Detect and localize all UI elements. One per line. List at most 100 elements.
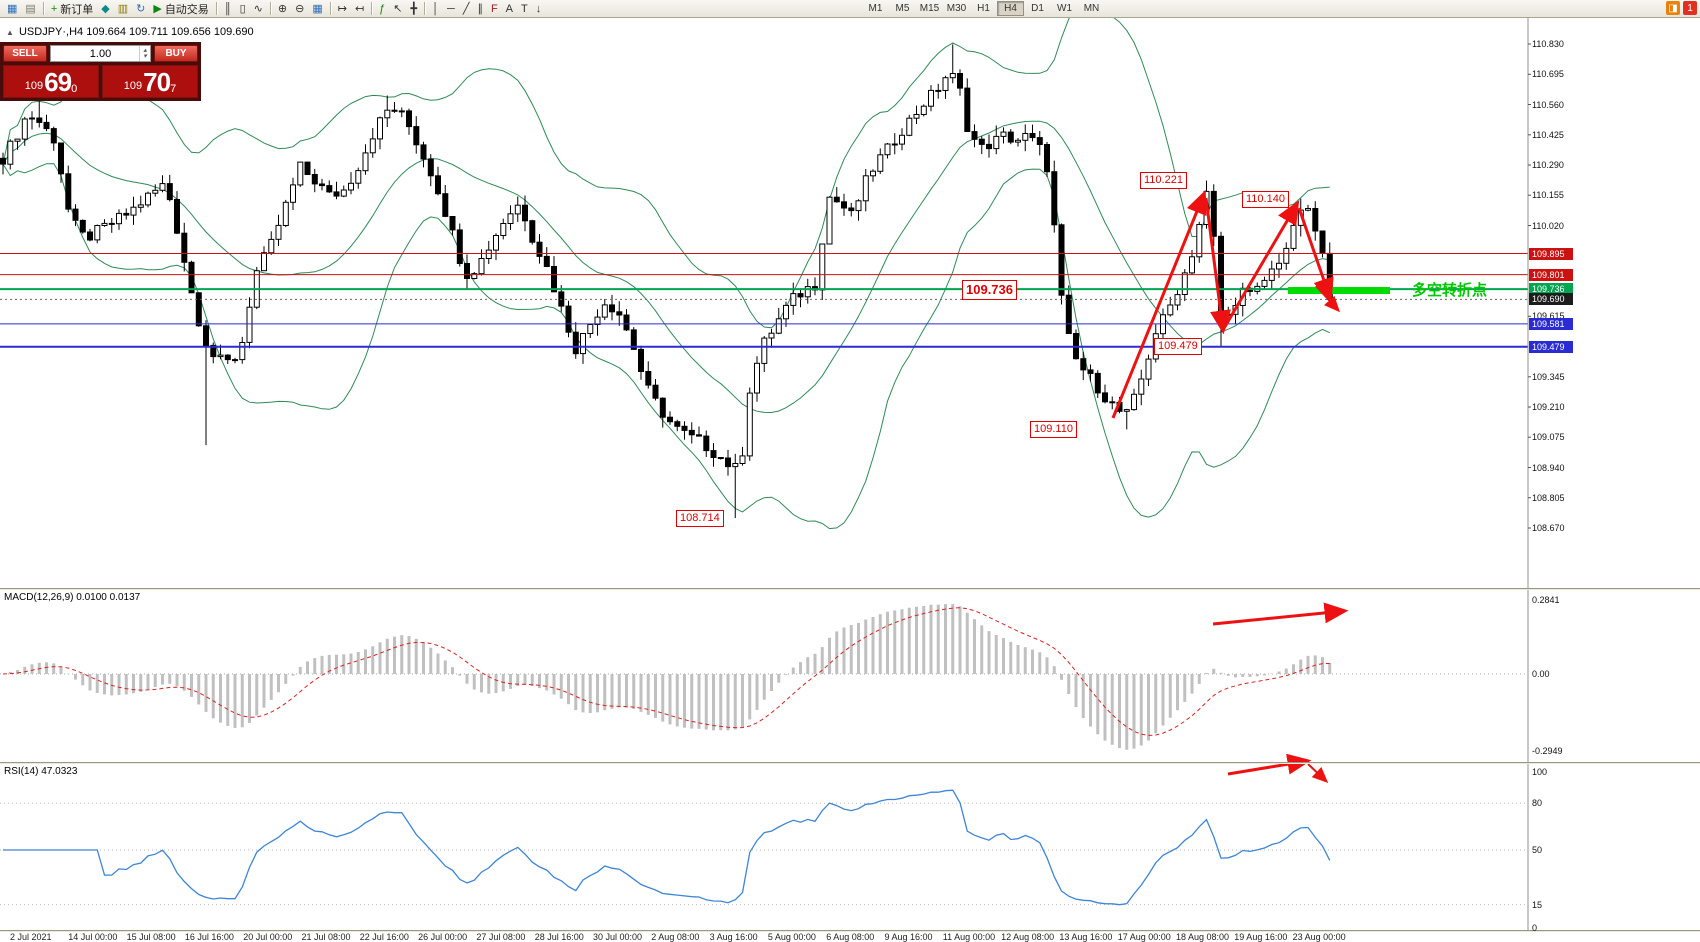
auto-scroll-button[interactable]: ↦ — [334, 1, 351, 17]
data-window-icon: ▥ — [117, 2, 129, 15]
crosshair-button[interactable]: ╋ — [407, 1, 422, 17]
data-window-button[interactable]: ▥ — [114, 1, 132, 17]
macd-indicator-title: MACD(12,26,9) 0.0100 0.0137 — [4, 592, 141, 603]
auto-trading-button[interactable]: ▶ 自动交易 — [149, 1, 212, 17]
macd-signal-line — [2, 607, 1330, 736]
channel-button[interactable]: ∥ — [473, 1, 487, 17]
buy-price-display[interactable]: 109 70 7 — [102, 65, 198, 98]
symbol-ohlc-text: USDJPY·,H4 109.664 109.711 109.656 109.6… — [18, 26, 254, 38]
trend-arrow-3[interactable] — [1221, 200, 1300, 331]
turning-point-annotation[interactable]: 多空转折点 — [1412, 282, 1488, 299]
toolbar-separator — [42, 2, 44, 15]
line-chart-mode-button[interactable]: ∿ — [250, 1, 267, 17]
navigator-refresh-button[interactable]: ↻ — [132, 1, 149, 17]
timeframe-m1-button[interactable]: M1 — [868, 3, 883, 14]
chart-shift-button[interactable]: ↤ — [351, 1, 368, 17]
timeframe-h1-button[interactable]: H1 — [977, 3, 990, 14]
rsi-line — [3, 789, 1331, 906]
timeframe-m30-button[interactable]: M30 — [946, 3, 967, 14]
spinner-up-icon[interactable]: ▴ — [143, 46, 147, 54]
auto-trading-icon: ▶ — [153, 2, 162, 15]
bollinger-middle-band — [2, 120, 1330, 414]
trend-arrow-6[interactable] — [1212, 602, 1349, 626]
navigator-refresh-icon: ↻ — [136, 2, 146, 15]
candlestick-mode-button[interactable]: ▯ — [236, 1, 250, 17]
tile-windows-button[interactable]: ▦ — [308, 1, 326, 17]
price-annotation-110.221[interactable]: 110.221 — [1140, 172, 1187, 189]
zoom-out-button[interactable]: ⊖ — [291, 1, 308, 17]
turning-point-bar[interactable] — [1288, 287, 1390, 294]
toolbar-separator — [371, 2, 373, 15]
notification-badge[interactable]: 1 — [1683, 1, 1697, 15]
buy-price-pipette: 7 — [170, 83, 177, 95]
vertical-line-icon: │ — [432, 2, 440, 15]
horizontal-lines-layer[interactable] — [0, 253, 1528, 348]
trend-arrow-2[interactable] — [1204, 197, 1231, 335]
spinner-down-icon[interactable]: ▾ — [143, 52, 147, 60]
macd-pane[interactable] — [0, 604, 1528, 750]
auto-scroll-icon: ↦ — [337, 2, 347, 15]
text-icon: A — [505, 2, 514, 15]
trend-arrow-5[interactable] — [1315, 285, 1341, 313]
timeframe-d1-button[interactable]: D1 — [1031, 3, 1044, 14]
zoom-in-button[interactable]: ⊕ — [274, 1, 291, 17]
cursor-button[interactable]: ↖ — [389, 1, 406, 17]
timeframe-m15-button[interactable]: M15 — [919, 3, 940, 14]
timeframe-m5-button[interactable]: M5 — [895, 3, 910, 14]
price-annotation-109.110[interactable]: 109.110 — [1030, 421, 1077, 438]
price-annotation-108.714[interactable]: 108.714 — [676, 510, 724, 527]
trend-arrow-8[interactable] — [1307, 763, 1329, 784]
sell-price-pips: 69 — [44, 67, 72, 97]
label-button[interactable]: T — [517, 1, 532, 17]
label-icon: T — [521, 2, 528, 15]
main-price-pane[interactable] — [0, 0, 1528, 530]
volume-value: 1.00 — [89, 47, 112, 60]
timeframe-mn-button[interactable]: MN — [1083, 3, 1100, 14]
rsi-pane[interactable] — [0, 789, 1528, 906]
new-chart-button[interactable]: ▦ — [3, 1, 21, 17]
buy-price-bigfigure: 109 — [123, 80, 143, 92]
zoom-in-icon: ⊕ — [277, 2, 288, 15]
zoom-out-icon: ⊖ — [295, 2, 305, 15]
timeframe-h4-button[interactable]: H4 — [997, 1, 1024, 16]
macd-histogram — [8, 604, 1332, 750]
bar-chart-mode-button[interactable]: ║ — [220, 1, 236, 17]
pane-splitter-macd[interactable] — [0, 588, 1700, 590]
trendline-button[interactable]: ╱ — [459, 1, 474, 17]
bollinger-lower-band — [2, 163, 1331, 530]
fibonacci-button[interactable]: F — [487, 1, 502, 17]
toolbar-right: ◨ 1 — [1666, 1, 1697, 15]
volume-input[interactable]: 1.00 ▴ ▾ — [50, 45, 151, 62]
indicators-button[interactable]: ƒ — [375, 1, 389, 17]
trend-arrow-4[interactable] — [1297, 207, 1334, 303]
price-annotation-110.140[interactable]: 110.140 — [1242, 191, 1289, 208]
news-icon[interactable]: ◨ — [1666, 1, 1680, 15]
price-annotation-109.736[interactable]: 109.736 — [962, 280, 1017, 300]
vertical-line-button[interactable]: │ — [428, 1, 443, 17]
bar-chart-mode-icon: ║ — [223, 2, 232, 15]
sell-price-pipette: 0 — [71, 83, 78, 95]
toolbar-separator — [329, 2, 331, 15]
buy-button[interactable]: BUY — [154, 45, 198, 62]
new-order-button[interactable]: + 新订单 — [47, 1, 97, 17]
chart-shift-icon: ↤ — [354, 2, 365, 15]
trend-arrow-1[interactable] — [1111, 189, 1207, 419]
text-button[interactable]: A — [502, 1, 517, 17]
profiles-button[interactable]: ▤ — [21, 1, 39, 17]
market-watch-button[interactable]: ◆ — [97, 1, 113, 17]
sell-button[interactable]: SELL — [3, 45, 47, 62]
volume-spinner[interactable]: ▴ ▾ — [139, 46, 150, 61]
ohlc-header: ▲ USDJPY·,H4 109.664 109.711 109.656 109… — [6, 26, 254, 38]
pane-splitter-rsi[interactable] — [0, 762, 1700, 764]
price-annotation-109.479[interactable]: 109.479 — [1154, 338, 1202, 355]
candlestick-mode-icon: ▯ — [239, 2, 246, 15]
sell-price-display[interactable]: 109 69 0 — [3, 65, 99, 98]
horizontal-line-button[interactable]: ─ — [443, 1, 459, 17]
main-toolbar: ▦ ▤ + 新订单 ◆ ▥ ↻ ▶ 自动交易 ║ ▯ ∿ ⊕ ⊖ ▦ ↦ ↤ ƒ ↖ ╋ │ ─ ╱ ∥ F A T ↓ M1 M5 M15… — [0, 0, 1700, 18]
profiles-icon: ▤ — [25, 2, 36, 15]
timeframe-w1-button[interactable]: W1 — [1057, 3, 1072, 14]
fibonacci-icon: F — [490, 2, 498, 15]
line-chart-mode-icon: ∿ — [253, 2, 263, 15]
arrows-button[interactable]: ↓ — [532, 1, 546, 17]
